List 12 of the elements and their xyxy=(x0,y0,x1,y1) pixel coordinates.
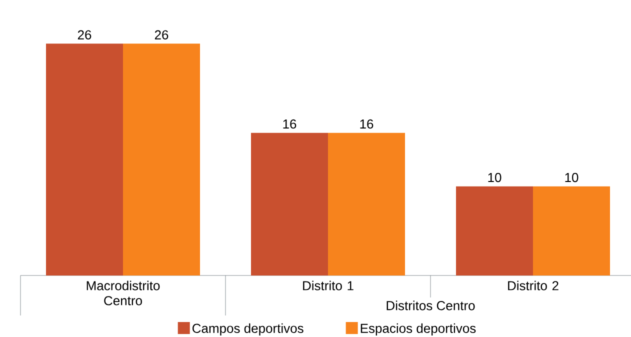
x-tick-label: Distrito 1 xyxy=(303,280,354,290)
x-tick-label: Macrodistrito Centro xyxy=(86,280,160,306)
data-label: 16 xyxy=(360,119,374,129)
legend-label: Campos deportivos xyxy=(192,323,304,336)
legend-label: Espacios deportivos xyxy=(360,323,476,336)
data-label: 26 xyxy=(78,30,92,40)
data-label: 10 xyxy=(565,172,578,182)
text: Distritos Centro xyxy=(386,300,475,310)
data-label: 26 xyxy=(154,30,168,40)
x-tick-label: Distrito 2 xyxy=(508,280,558,290)
data-label: 16 xyxy=(283,119,296,129)
data-label: 10 xyxy=(488,172,502,182)
